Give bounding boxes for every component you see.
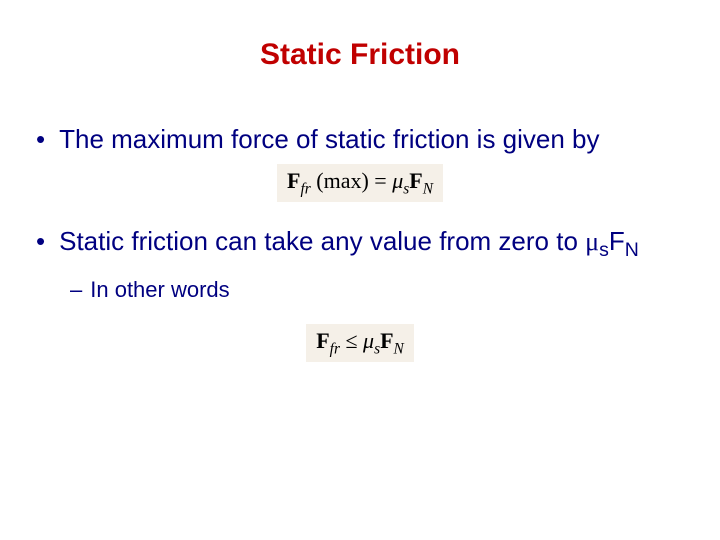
formula-1-block: Ffr (max) = μsFN <box>30 164 690 202</box>
bullet-2-text: Static friction can take any value from … <box>59 224 639 267</box>
formula2-leq: ≤ <box>340 328 363 353</box>
formula2-fr: fr <box>330 340 340 357</box>
formula2-FN-F: F <box>380 328 393 353</box>
bullet-marker: • <box>36 122 45 156</box>
bullet2-s: s <box>599 240 609 262</box>
formula-1: Ffr (max) = μsFN <box>277 164 443 202</box>
formula1-max: (max) <box>316 168 369 193</box>
bullet-2: • Static friction can take any value fro… <box>30 224 690 267</box>
formula2-FN-N: N <box>394 340 404 357</box>
formula-2: Ffr ≤ μsFN <box>306 324 414 362</box>
formula2-F: F <box>316 328 329 353</box>
bullet2-N: N <box>625 240 639 262</box>
formula1-eq: = <box>369 168 392 193</box>
slide-title: Static Friction <box>30 38 690 72</box>
bullet-1-text: The maximum force of static friction is … <box>59 122 599 156</box>
formula-2-block: Ffr ≤ μsFN <box>30 324 690 362</box>
bullet2-F: F <box>609 226 625 256</box>
formula1-fr: fr <box>300 180 310 197</box>
formula1-FN-F: F <box>409 168 422 193</box>
bullet2-prefix: Static friction can take any value from … <box>59 226 585 256</box>
sub-bullet-marker: – <box>70 276 82 304</box>
bullet2-mu: μ <box>585 227 599 256</box>
formula1-FN-N: N <box>423 180 433 197</box>
bullet-1: • The maximum force of static friction i… <box>30 122 690 156</box>
formula1-F: F <box>287 168 300 193</box>
formula1-mu: μ <box>392 168 403 193</box>
slide-container: Static Friction • The maximum force of s… <box>0 0 720 540</box>
bullet-marker: • <box>36 224 45 258</box>
sub-bullet-text: In other words <box>90 276 229 304</box>
formula2-mu: μ <box>363 328 374 353</box>
sub-bullet-1: – In other words <box>70 276 690 304</box>
